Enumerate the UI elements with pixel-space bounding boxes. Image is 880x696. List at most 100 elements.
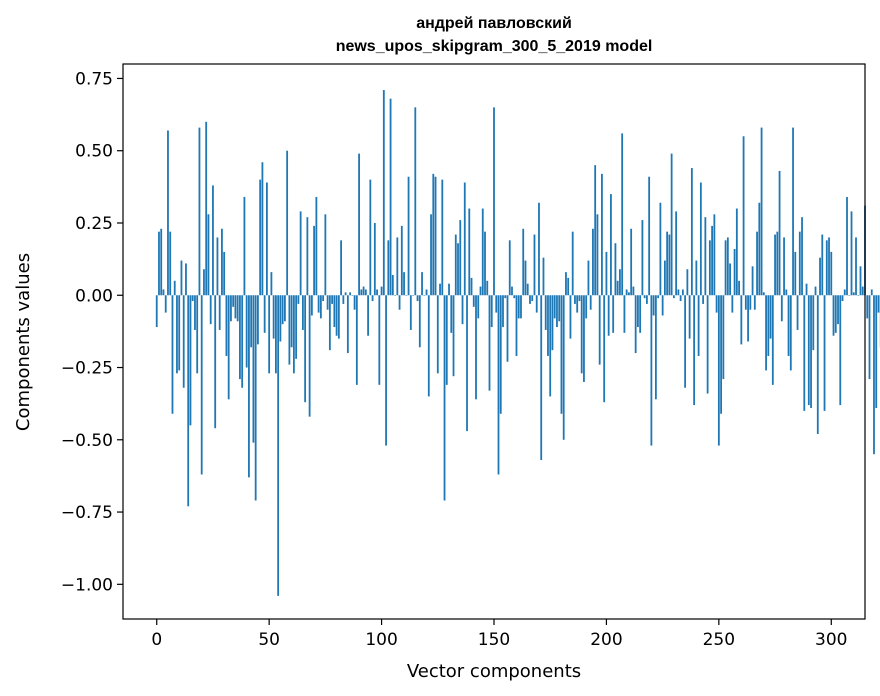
bar: [400, 225, 403, 296]
bar: [277, 295, 280, 596]
bar: [261, 162, 264, 296]
bar: [360, 289, 363, 296]
bar: [810, 295, 812, 408]
bar: [778, 170, 781, 296]
bar: [200, 295, 203, 475]
bar: [846, 196, 848, 296]
bar: [484, 231, 486, 296]
y-tick-label: −0.75: [61, 503, 113, 523]
bar: [225, 295, 228, 356]
bar: [830, 251, 833, 296]
bar: [346, 295, 349, 354]
bar: [373, 222, 376, 296]
bar: [837, 295, 839, 325]
bar: [241, 295, 244, 388]
bar: [380, 286, 383, 296]
bar: [459, 220, 462, 296]
y-axis-label: Components values: [13, 253, 34, 431]
bar: [324, 214, 327, 296]
bar: [859, 266, 862, 296]
bar: [630, 228, 633, 296]
bar: [270, 272, 273, 296]
bar: [254, 295, 257, 501]
bar: [313, 225, 316, 296]
bar: [751, 266, 754, 296]
bar: [248, 295, 250, 478]
bar: [816, 295, 819, 434]
bar: [436, 295, 439, 374]
bar: [706, 295, 709, 394]
bar: [574, 295, 576, 304]
bar: [783, 237, 785, 296]
bar: [212, 185, 214, 296]
bar: [396, 237, 399, 296]
bar: [454, 234, 457, 296]
bar: [263, 295, 266, 333]
bar: [252, 295, 255, 443]
bar: [661, 295, 664, 316]
bar: [466, 295, 468, 432]
bar: [760, 127, 763, 296]
bar: [218, 295, 221, 330]
bar: [216, 237, 219, 296]
bar: [726, 237, 729, 296]
bar: [221, 228, 223, 296]
x-tick-label: 200: [590, 630, 622, 650]
bar: [182, 295, 185, 388]
bar: [432, 173, 435, 296]
bar: [511, 286, 513, 296]
bar: [675, 211, 678, 296]
bar: [807, 295, 810, 406]
bar: [194, 295, 196, 330]
bar: [756, 231, 758, 296]
bar: [753, 295, 756, 310]
bar: [353, 295, 356, 310]
bar: [607, 295, 610, 336]
bar: [681, 289, 684, 296]
bar: [619, 269, 621, 296]
bar: [275, 295, 277, 374]
bar: [160, 228, 163, 296]
bar: [652, 295, 655, 316]
bar: [531, 295, 534, 302]
bar: [538, 202, 540, 296]
bar: [794, 251, 797, 296]
bar: [272, 295, 275, 339]
bar: [603, 295, 606, 403]
bar: [355, 295, 358, 385]
bar: [461, 295, 464, 325]
bar: [398, 295, 401, 310]
bar: [326, 295, 329, 310]
bar: [558, 295, 561, 322]
bar: [434, 176, 437, 296]
bar: [468, 208, 471, 296]
bar: [497, 295, 500, 475]
bar: [713, 214, 716, 296]
bar: [596, 214, 599, 296]
bar: [547, 295, 549, 356]
bar: [686, 269, 689, 296]
bar: [317, 295, 320, 313]
bar: [322, 295, 325, 302]
bar: [789, 295, 792, 371]
bar: [744, 295, 747, 310]
bar: [342, 295, 345, 304]
bar: [337, 295, 340, 339]
bar: [733, 249, 736, 296]
bar: [544, 295, 547, 330]
bar: [349, 292, 351, 296]
x-tick-label: 100: [365, 630, 397, 650]
bar: [747, 295, 749, 342]
bar: [720, 295, 722, 414]
bar: [430, 214, 432, 296]
bar: [450, 295, 453, 333]
bar: [452, 295, 455, 377]
bar: [418, 295, 421, 348]
bar: [308, 295, 311, 417]
bar: [427, 295, 430, 397]
bar: [868, 295, 871, 380]
bar: [162, 289, 165, 296]
bar: [378, 295, 381, 385]
bar: [774, 234, 776, 296]
